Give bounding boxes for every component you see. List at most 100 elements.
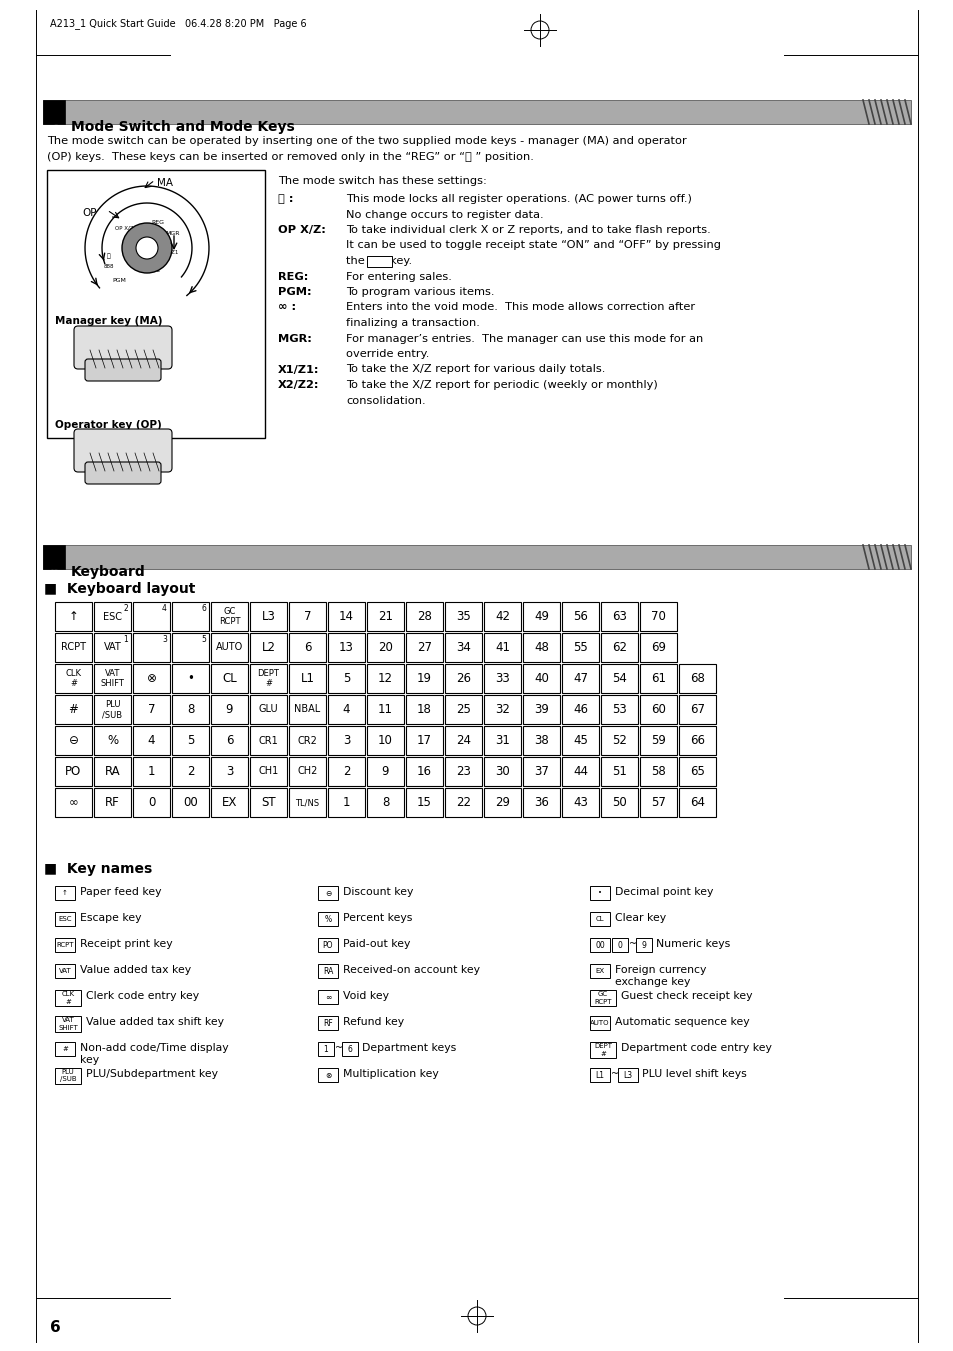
Text: 29: 29 xyxy=(495,796,510,809)
FancyBboxPatch shape xyxy=(679,663,716,693)
Text: MA: MA xyxy=(157,178,172,188)
Text: 61: 61 xyxy=(650,671,665,685)
FancyBboxPatch shape xyxy=(406,725,442,755)
FancyBboxPatch shape xyxy=(55,788,91,817)
Text: To take the X/Z report for periodic (weekly or monthly): To take the X/Z report for periodic (wee… xyxy=(346,380,657,390)
Text: ~: ~ xyxy=(335,1043,343,1052)
Text: X2/Z2:: X2/Z2: xyxy=(277,380,319,390)
FancyBboxPatch shape xyxy=(483,603,520,631)
Text: 44: 44 xyxy=(573,765,587,778)
Text: TL/NS: TL/NS xyxy=(295,798,319,807)
Text: (OP) keys.  These keys can be inserted or removed only in the “REG” or “⌛ ” posi: (OP) keys. These keys can be inserted or… xyxy=(47,153,534,162)
Text: override entry.: override entry. xyxy=(346,349,429,359)
FancyBboxPatch shape xyxy=(289,634,326,662)
Text: 5: 5 xyxy=(187,734,194,747)
FancyBboxPatch shape xyxy=(317,965,337,978)
Text: ∞: ∞ xyxy=(69,796,78,809)
FancyBboxPatch shape xyxy=(328,663,365,693)
Text: Value added tax shift key: Value added tax shift key xyxy=(86,1017,224,1027)
FancyBboxPatch shape xyxy=(55,938,75,952)
Text: 33: 33 xyxy=(495,671,509,685)
Text: 70: 70 xyxy=(650,611,665,623)
FancyBboxPatch shape xyxy=(406,757,442,786)
Text: 4: 4 xyxy=(148,734,155,747)
FancyBboxPatch shape xyxy=(561,634,598,662)
FancyBboxPatch shape xyxy=(600,757,638,786)
Text: Keyboard: Keyboard xyxy=(71,565,146,580)
Text: CLK
#: CLK # xyxy=(66,669,81,688)
FancyBboxPatch shape xyxy=(55,912,75,925)
Text: VAT: VAT xyxy=(104,643,121,653)
Text: 57: 57 xyxy=(650,796,665,809)
Text: RCPT: RCPT xyxy=(371,257,388,263)
FancyBboxPatch shape xyxy=(679,725,716,755)
Text: 9: 9 xyxy=(226,703,233,716)
FancyBboxPatch shape xyxy=(55,663,91,693)
Text: Received-on account key: Received-on account key xyxy=(343,965,479,975)
FancyBboxPatch shape xyxy=(289,788,326,817)
FancyBboxPatch shape xyxy=(367,603,403,631)
Text: 14: 14 xyxy=(338,611,354,623)
Text: 69: 69 xyxy=(650,640,665,654)
Text: ST: ST xyxy=(261,796,275,809)
Text: 1: 1 xyxy=(148,765,155,778)
Text: 38: 38 xyxy=(534,734,548,747)
FancyBboxPatch shape xyxy=(639,603,677,631)
Text: The mode switch has these settings:: The mode switch has these settings: xyxy=(277,176,486,186)
FancyBboxPatch shape xyxy=(55,886,75,900)
FancyBboxPatch shape xyxy=(589,938,609,952)
FancyBboxPatch shape xyxy=(561,694,598,724)
FancyBboxPatch shape xyxy=(522,634,559,662)
FancyBboxPatch shape xyxy=(94,725,131,755)
FancyBboxPatch shape xyxy=(94,788,131,817)
Text: Automatic sequence key: Automatic sequence key xyxy=(615,1017,749,1027)
Text: 59: 59 xyxy=(650,734,665,747)
FancyBboxPatch shape xyxy=(94,694,131,724)
Text: •: • xyxy=(598,890,601,896)
Text: %: % xyxy=(107,734,118,747)
FancyBboxPatch shape xyxy=(94,634,131,662)
Text: 16: 16 xyxy=(416,765,432,778)
Text: 56: 56 xyxy=(573,611,587,623)
Text: 6: 6 xyxy=(303,640,311,654)
Text: REG:: REG: xyxy=(277,272,308,281)
FancyBboxPatch shape xyxy=(317,990,337,1004)
FancyBboxPatch shape xyxy=(483,725,520,755)
Text: 39: 39 xyxy=(534,703,548,716)
FancyBboxPatch shape xyxy=(589,886,609,900)
Text: To take the X/Z report for various daily totals.: To take the X/Z report for various daily… xyxy=(346,365,605,374)
Text: 0: 0 xyxy=(148,796,155,809)
Text: For manager’s entries.  The manager can use this mode for an: For manager’s entries. The manager can u… xyxy=(346,334,702,343)
Text: VAT: VAT xyxy=(58,969,71,974)
Text: To take individual clerk X or Z reports, and to take flash reports.: To take individual clerk X or Z reports,… xyxy=(346,226,710,235)
Text: ~: ~ xyxy=(628,939,637,948)
Text: 7: 7 xyxy=(303,611,311,623)
Text: DEPT
#: DEPT # xyxy=(257,669,279,688)
FancyBboxPatch shape xyxy=(55,757,91,786)
Text: DEPT
#: DEPT # xyxy=(594,1043,612,1056)
Text: ⊗: ⊗ xyxy=(147,671,156,685)
FancyBboxPatch shape xyxy=(250,788,287,817)
FancyBboxPatch shape xyxy=(55,1042,75,1056)
FancyBboxPatch shape xyxy=(172,603,209,631)
FancyBboxPatch shape xyxy=(74,430,172,471)
FancyBboxPatch shape xyxy=(444,694,481,724)
FancyBboxPatch shape xyxy=(317,1042,334,1056)
Text: 35: 35 xyxy=(456,611,471,623)
Text: RA: RA xyxy=(322,966,333,975)
Text: MGR: MGR xyxy=(165,231,179,236)
Text: RA: RA xyxy=(105,765,120,778)
FancyBboxPatch shape xyxy=(561,725,598,755)
FancyBboxPatch shape xyxy=(47,170,265,438)
Text: 37: 37 xyxy=(534,765,548,778)
Text: CL: CL xyxy=(595,916,603,921)
Text: 41: 41 xyxy=(495,640,510,654)
Text: 00: 00 xyxy=(595,940,604,950)
Text: 31: 31 xyxy=(495,734,510,747)
FancyBboxPatch shape xyxy=(639,788,677,817)
FancyBboxPatch shape xyxy=(289,725,326,755)
Text: 13: 13 xyxy=(338,640,354,654)
Text: VAT
SHIFT: VAT SHIFT xyxy=(58,1017,78,1031)
Text: ESC: ESC xyxy=(58,916,71,921)
FancyBboxPatch shape xyxy=(367,757,403,786)
